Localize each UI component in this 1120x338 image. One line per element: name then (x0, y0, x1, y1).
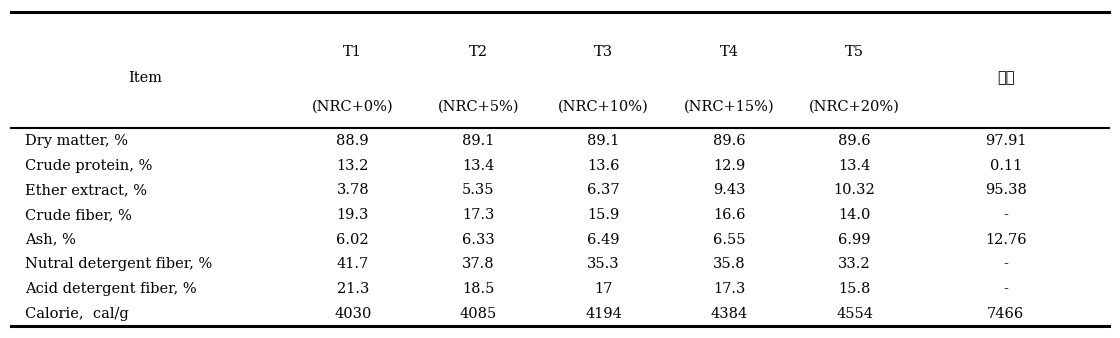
Text: 17: 17 (595, 282, 613, 296)
Text: 14.0: 14.0 (839, 208, 870, 222)
Text: 4030: 4030 (334, 307, 372, 321)
Text: 13.2: 13.2 (337, 159, 368, 172)
Text: T3: T3 (594, 45, 614, 59)
Text: 13.4: 13.4 (839, 159, 870, 172)
Text: Calorie,  cal/g: Calorie, cal/g (25, 307, 129, 321)
Text: 9.43: 9.43 (712, 183, 746, 197)
Text: 4554: 4554 (836, 307, 874, 321)
Text: T1: T1 (344, 45, 362, 59)
Text: 13.4: 13.4 (463, 159, 494, 172)
Text: 13.6: 13.6 (587, 159, 620, 172)
Text: 15.8: 15.8 (839, 282, 870, 296)
Text: (NRC+15%): (NRC+15%) (684, 99, 774, 114)
Text: Ether extract, %: Ether extract, % (25, 183, 147, 197)
Text: 6.02: 6.02 (336, 233, 370, 247)
Text: 3.78: 3.78 (336, 183, 370, 197)
Text: 17.3: 17.3 (713, 282, 745, 296)
Text: -: - (1004, 208, 1008, 222)
Text: 12.76: 12.76 (984, 233, 1027, 247)
Text: Ash, %: Ash, % (25, 233, 75, 247)
Text: 35.8: 35.8 (712, 257, 746, 271)
Text: 95.38: 95.38 (984, 183, 1027, 197)
Text: (NRC+5%): (NRC+5%) (438, 99, 519, 114)
Text: T2: T2 (469, 45, 487, 59)
Text: 97.91: 97.91 (984, 134, 1027, 148)
Text: 6.33: 6.33 (461, 233, 495, 247)
Text: 89.1: 89.1 (588, 134, 619, 148)
Text: -: - (1004, 282, 1008, 296)
Text: 35.3: 35.3 (587, 257, 620, 271)
Text: 89.1: 89.1 (463, 134, 494, 148)
Text: 21.3: 21.3 (337, 282, 368, 296)
Text: 10.32: 10.32 (833, 183, 876, 197)
Text: 유라: 유라 (997, 70, 1015, 85)
Text: T4: T4 (720, 45, 738, 59)
Text: 4085: 4085 (459, 307, 497, 321)
Text: 18.5: 18.5 (463, 282, 494, 296)
Text: (NRC+0%): (NRC+0%) (312, 99, 393, 114)
Text: 6.99: 6.99 (838, 233, 871, 247)
Text: (NRC+20%): (NRC+20%) (809, 99, 900, 114)
Text: 6.55: 6.55 (712, 233, 746, 247)
Text: 88.9: 88.9 (336, 134, 370, 148)
Text: Crude fiber, %: Crude fiber, % (25, 208, 131, 222)
Text: 17.3: 17.3 (463, 208, 494, 222)
Text: (NRC+10%): (NRC+10%) (558, 99, 650, 114)
Text: 89.6: 89.6 (712, 134, 746, 148)
Text: 4384: 4384 (710, 307, 748, 321)
Text: -: - (1004, 257, 1008, 271)
Text: 0.11: 0.11 (990, 159, 1021, 172)
Text: 19.3: 19.3 (337, 208, 368, 222)
Text: 16.6: 16.6 (712, 208, 746, 222)
Text: 4194: 4194 (586, 307, 622, 321)
Text: 33.2: 33.2 (838, 257, 871, 271)
Text: Crude protein, %: Crude protein, % (25, 159, 152, 172)
Text: 12.9: 12.9 (713, 159, 745, 172)
Text: 6.37: 6.37 (587, 183, 620, 197)
Text: 41.7: 41.7 (337, 257, 368, 271)
Text: Dry matter, %: Dry matter, % (25, 134, 128, 148)
Text: Acid detergent fiber, %: Acid detergent fiber, % (25, 282, 196, 296)
Text: 37.8: 37.8 (461, 257, 495, 271)
Text: T5: T5 (846, 45, 864, 59)
Text: 6.49: 6.49 (587, 233, 620, 247)
Text: 89.6: 89.6 (838, 134, 871, 148)
Text: 5.35: 5.35 (461, 183, 495, 197)
Text: Nutral detergent fiber, %: Nutral detergent fiber, % (25, 257, 212, 271)
Text: Item: Item (129, 71, 162, 85)
Text: 15.9: 15.9 (588, 208, 619, 222)
Text: 7466: 7466 (987, 307, 1025, 321)
